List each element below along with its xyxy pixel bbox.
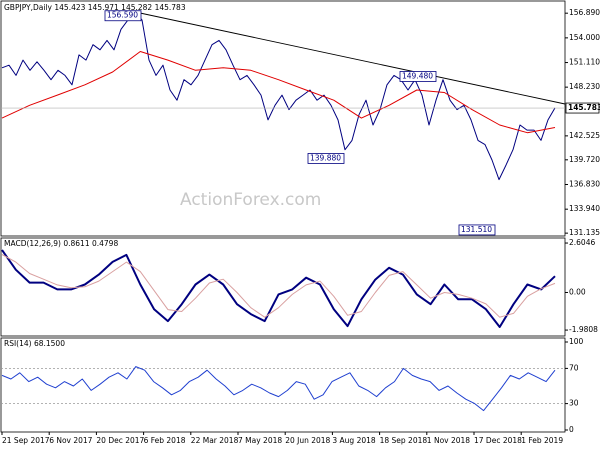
- series-line: [1, 249, 556, 328]
- y-tick-label: 70: [569, 363, 579, 372]
- y-tick-label: 0.00: [569, 287, 586, 296]
- price-panel: [0, 0, 566, 237]
- macd-panel: [0, 237, 566, 337]
- y-tick-label: 151.110: [569, 58, 600, 67]
- annotation-label: 149.480: [402, 71, 433, 80]
- y-tick-label: 156.890: [569, 8, 600, 17]
- rsi-title: RSI(14) 68.1500: [4, 339, 65, 348]
- x-tick-label: 1 Nov 2018: [427, 436, 470, 445]
- x-tick-label: 3 Aug 2018: [332, 436, 375, 445]
- y-tick-label: 154.000: [569, 33, 600, 42]
- last-price-box: [565, 102, 600, 114]
- y-tick-label: 142.525: [569, 131, 600, 140]
- y-tick-label: 133.940: [569, 204, 600, 213]
- annotation-box: [458, 224, 496, 236]
- x-tick-label: 18 Sep 2018: [380, 436, 428, 445]
- trendline: [139, 12, 566, 105]
- y-tick-label: 2.6046: [569, 238, 595, 247]
- y-tick-label: 100: [569, 337, 584, 346]
- x-tick-label: 17 Dec 2018: [474, 436, 522, 445]
- annotation-box: [399, 71, 437, 82]
- watermark: ActionForex.com: [180, 190, 321, 210]
- y-tick-label: 136.830: [569, 180, 600, 189]
- x-tick-label: 6 Nov 2017: [49, 436, 92, 445]
- series-line: [1, 51, 556, 134]
- annotation-label: 131.510: [461, 225, 492, 234]
- x-tick-label: 21 Sep 2017: [2, 436, 50, 445]
- y-tick-label: 30: [569, 399, 579, 408]
- y-tick-label: 139.720: [569, 155, 600, 164]
- annotation-label: 139.880: [310, 153, 341, 162]
- annotation-box: [104, 10, 142, 22]
- series-line: [1, 11, 556, 181]
- y-tick-label: 131.135: [569, 228, 600, 237]
- x-tick-label: 7 May 2018: [238, 436, 282, 445]
- macd-title: MACD(12,26,9) 0.8611 0.4798: [4, 239, 118, 248]
- x-tick-label: 22 Mar 2018: [191, 436, 239, 445]
- rsi-panel: [0, 337, 566, 433]
- series-line: [1, 254, 556, 318]
- annotation-box: [307, 153, 345, 164]
- x-tick-label: 6 Feb 2018: [144, 436, 186, 445]
- y-tick-label: 0: [569, 425, 574, 434]
- x-tick-label: 1 Feb 2019: [521, 436, 563, 445]
- last-price-label: 145.783: [568, 103, 600, 112]
- annotation-label: 156.590: [107, 11, 138, 20]
- y-tick-label: -1.9808: [569, 325, 598, 334]
- series-line: [1, 366, 556, 412]
- chart-title: GBPJPY,Daily 145.423 145.971 145.282 145…: [4, 3, 186, 12]
- x-tick-label: 20 Jun 2018: [285, 436, 330, 445]
- y-tick-label: 148.230: [569, 82, 600, 91]
- x-tick-label: 20 Dec 2017: [96, 436, 144, 445]
